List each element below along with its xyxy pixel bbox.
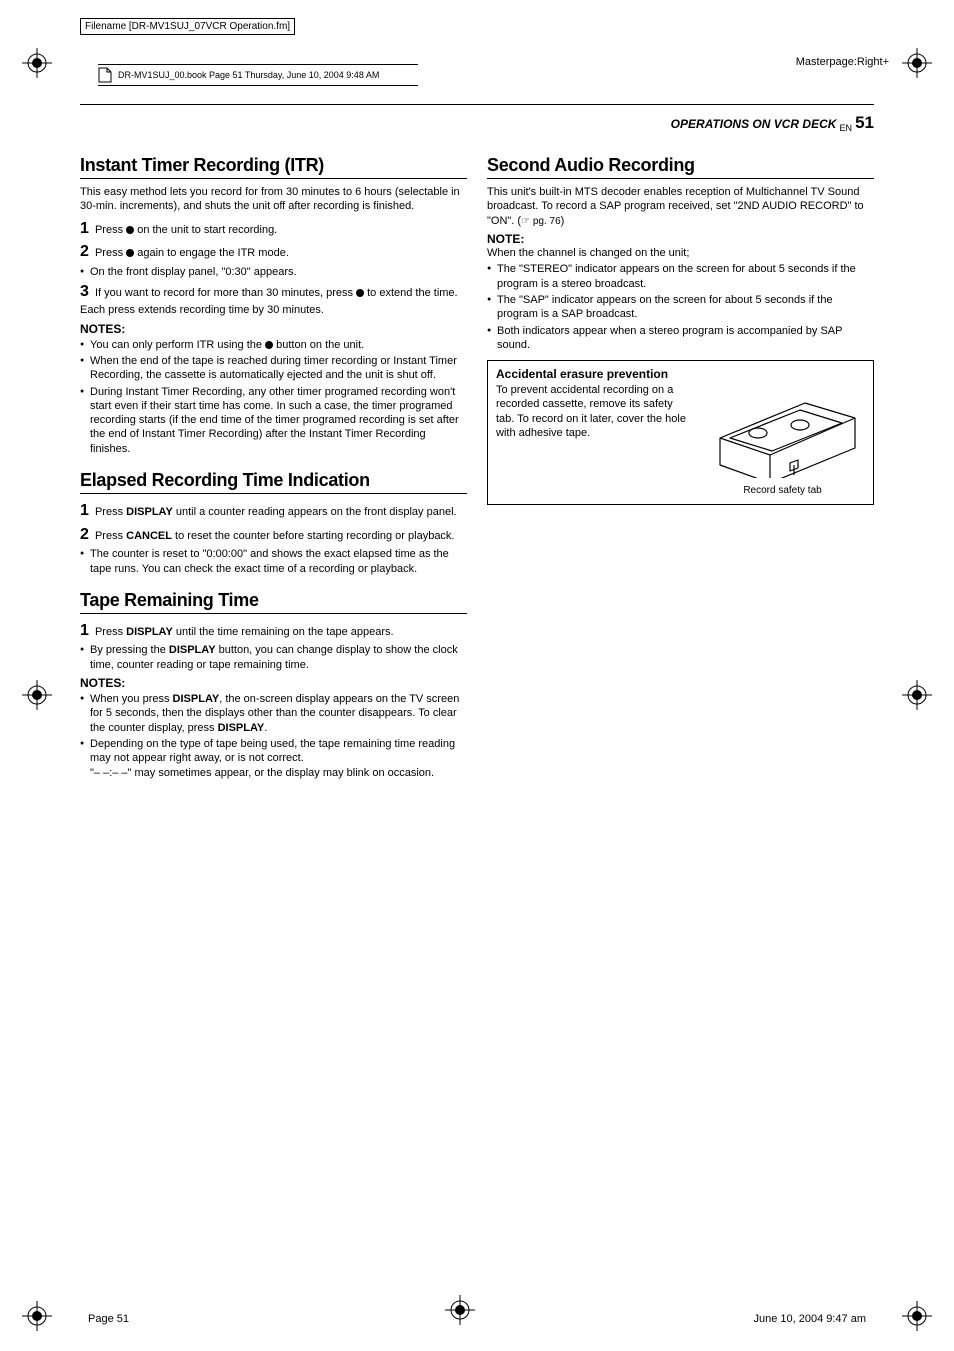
heading-tape-remaining: Tape Remaining Time bbox=[80, 590, 467, 614]
step-number: 2 bbox=[80, 243, 89, 260]
tape-note-1: When you press DISPLAY, the on-screen di… bbox=[80, 692, 467, 735]
record-icon bbox=[126, 249, 134, 257]
cassette-caption: Record safety tab bbox=[700, 485, 865, 496]
box-title: Accidental erasure prevention bbox=[496, 367, 865, 381]
record-icon bbox=[265, 341, 273, 349]
audio-note-3: Both indicators appear when a stereo pro… bbox=[487, 324, 874, 353]
page-number: 51 bbox=[855, 113, 874, 132]
display-button-label: DISPLAY bbox=[218, 722, 265, 734]
itr-note-1: You can only perform ITR using the butto… bbox=[80, 338, 467, 352]
crop-mark-bl bbox=[22, 1301, 52, 1331]
step-text: Press bbox=[95, 247, 126, 259]
right-column: Second Audio Recording This unit's built… bbox=[487, 147, 874, 782]
section-title: OPERATIONS ON VCR DECK bbox=[671, 117, 837, 131]
cassette-icon bbox=[700, 383, 865, 478]
step-text: If you want to record for more than 30 m… bbox=[95, 287, 356, 299]
itr-step-2: 2 Press again to engage the ITR mode. bbox=[80, 241, 467, 263]
tape-note-2: Depending on the type of tape being used… bbox=[80, 737, 467, 780]
step-number: 1 bbox=[80, 622, 89, 639]
display-button-label: DISPLAY bbox=[126, 506, 173, 518]
audio-note-2: The "SAP" indicator appears on the scree… bbox=[487, 293, 874, 322]
box-text: To prevent accidental recording on a rec… bbox=[496, 383, 692, 496]
itr-note-3: During Instant Timer Recording, any othe… bbox=[80, 385, 467, 456]
step-number: 1 bbox=[80, 502, 89, 519]
audio-note-1: The "STEREO" indicator appears on the sc… bbox=[487, 262, 874, 291]
display-button-label: DISPLAY bbox=[169, 644, 216, 656]
crop-mark-tr bbox=[902, 48, 932, 78]
page-icon bbox=[98, 67, 112, 83]
second-audio-intro: This unit's built-in MTS decoder enables… bbox=[487, 185, 874, 228]
tape-step-1: 1 Press DISPLAY until the time remaining… bbox=[80, 620, 467, 642]
itr-step-3: 3 If you want to record for more than 30… bbox=[80, 281, 467, 317]
erasure-prevention-box: Accidental erasure prevention To prevent… bbox=[487, 360, 874, 505]
heading-second-audio: Second Audio Recording bbox=[487, 155, 874, 179]
footer-page: Page 51 bbox=[88, 1313, 129, 1325]
page-body: OPERATIONS ON VCR DECK EN 51 Instant Tim… bbox=[80, 104, 874, 1301]
notes-heading: NOTES: bbox=[80, 676, 467, 690]
display-button-label: DISPLAY bbox=[126, 626, 173, 638]
elapsed-step-2: 2 Press CANCEL to reset the counter befo… bbox=[80, 524, 467, 546]
heading-elapsed: Elapsed Recording Time Indication bbox=[80, 470, 467, 494]
crop-mark-tl bbox=[22, 48, 52, 78]
heading-itr: Instant Timer Recording (ITR) bbox=[80, 155, 467, 179]
book-header: DR-MV1SUJ_00.book Page 51 Thursday, June… bbox=[98, 64, 418, 86]
elapsed-step-1: 1 Press DISPLAY until a counter reading … bbox=[80, 500, 467, 522]
record-icon bbox=[126, 226, 134, 234]
masterpage-label: Masterpage:Right+ bbox=[796, 56, 889, 68]
crop-mark-br bbox=[902, 1301, 932, 1331]
record-icon bbox=[356, 289, 364, 297]
display-button-label: DISPLAY bbox=[173, 693, 220, 705]
cassette-figure: Record safety tab bbox=[700, 383, 865, 496]
note-heading: NOTE: bbox=[487, 232, 874, 246]
step-number: 2 bbox=[80, 526, 89, 543]
elapsed-bullet: The counter is reset to "0:00:00" and sh… bbox=[80, 547, 467, 576]
step-number: 3 bbox=[80, 283, 89, 300]
itr-note-2: When the end of the tape is reached duri… bbox=[80, 354, 467, 383]
note-lead: When the channel is changed on the unit; bbox=[487, 246, 874, 260]
left-column: Instant Timer Recording (ITR) This easy … bbox=[80, 147, 467, 782]
lang-code: EN bbox=[840, 123, 853, 133]
tape-bullet: By pressing the DISPLAY button, you can … bbox=[80, 643, 467, 672]
crop-mark-ml bbox=[22, 680, 52, 710]
itr-step-1: 1 Press on the unit to start recording. bbox=[80, 218, 467, 240]
step-number: 1 bbox=[80, 220, 89, 237]
step-text: again to engage the ITR mode. bbox=[134, 247, 289, 259]
itr-step2-note: On the front display panel, "0:30" appea… bbox=[80, 265, 467, 279]
cancel-button-label: CANCEL bbox=[126, 530, 172, 542]
book-header-text: DR-MV1SUJ_00.book Page 51 Thursday, June… bbox=[118, 70, 379, 80]
crop-mark-mr bbox=[902, 680, 932, 710]
itr-intro: This easy method lets you record for fro… bbox=[80, 185, 467, 214]
footer-date: June 10, 2004 9:47 am bbox=[753, 1313, 866, 1325]
step-text: on the unit to start recording. bbox=[134, 224, 277, 236]
step-text: Press bbox=[95, 224, 126, 236]
notes-heading: NOTES: bbox=[80, 322, 467, 336]
running-head: OPERATIONS ON VCR DECK EN 51 bbox=[80, 105, 874, 133]
filename-label: Filename [DR-MV1SUJ_07VCR Operation.fm] bbox=[80, 18, 295, 35]
page-reference: ☞ pg. 76 bbox=[521, 216, 561, 227]
